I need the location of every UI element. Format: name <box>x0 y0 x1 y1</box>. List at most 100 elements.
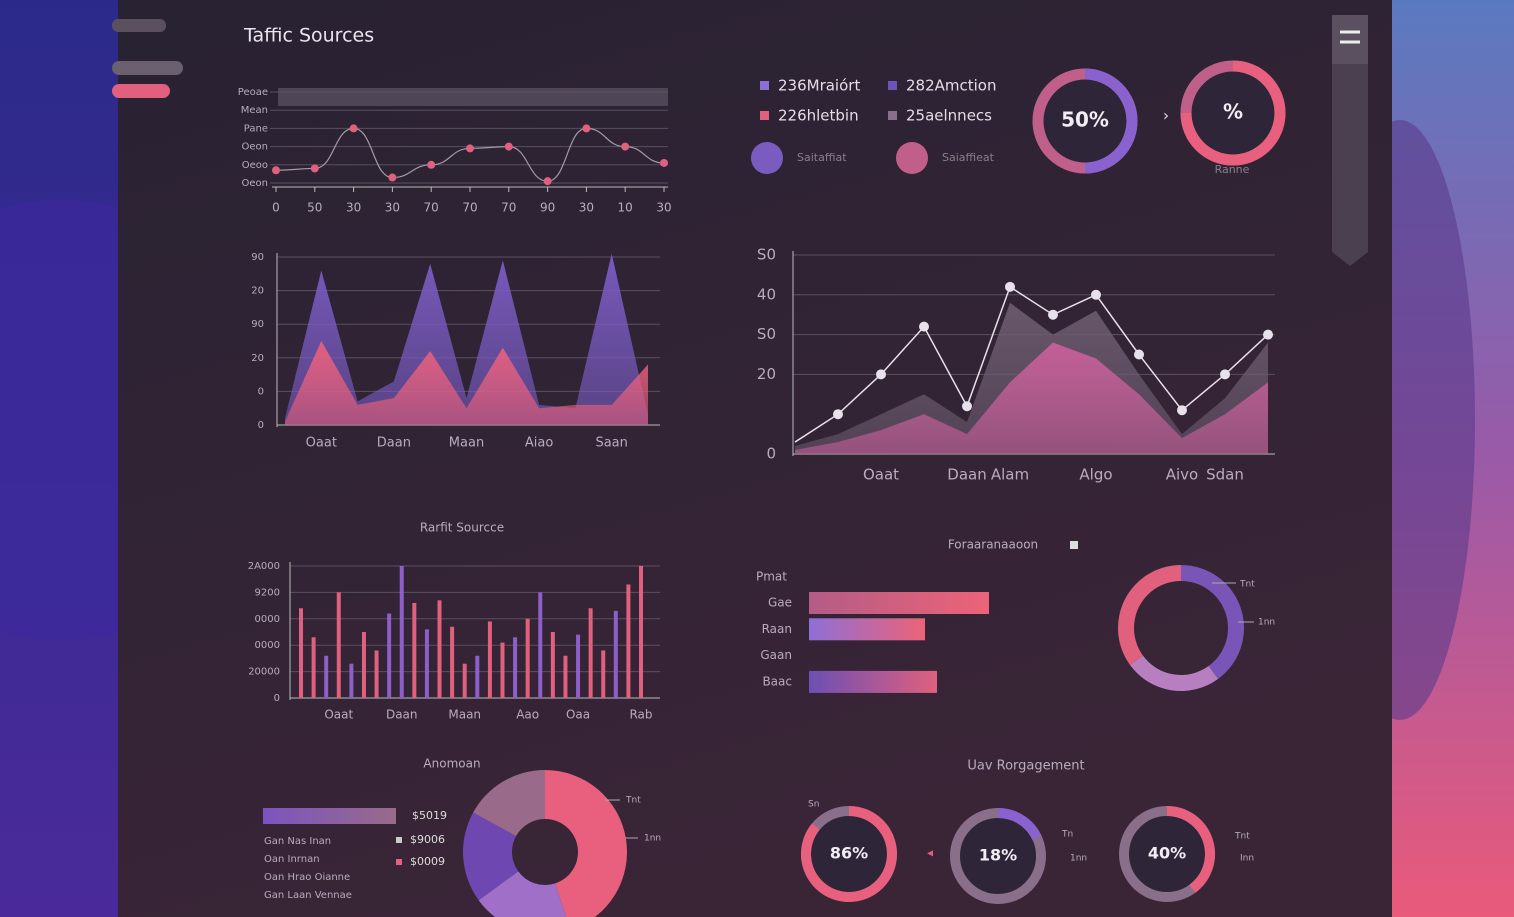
chart-title: Anomoan <box>423 757 480 771</box>
y-tick-label: Gaan <box>760 648 792 662</box>
y-tick-label: 0000 <box>255 640 280 651</box>
point <box>621 142 630 151</box>
bar <box>361 632 366 698</box>
y-tick-label: Oeoo <box>242 160 268 171</box>
x-tick-label: Oaat <box>306 436 337 451</box>
x-tick-label: 70 <box>462 201 477 215</box>
y-tick-label: 20 <box>251 286 264 297</box>
legend-swatch <box>1070 541 1078 549</box>
gauge-label: 86% <box>830 844 868 863</box>
x-tick-label: 30 <box>656 201 671 215</box>
gauge-arc <box>1166 806 1215 893</box>
sidebar-item[interactable] <box>112 19 166 32</box>
line <box>794 285 1269 443</box>
page-title: Taffic Sources <box>243 25 374 47</box>
legend-swatch <box>760 111 769 120</box>
filter-button[interactable] <box>896 142 928 174</box>
bar <box>399 566 404 698</box>
y-tick-label: 2A000 <box>248 561 280 572</box>
menu-icon <box>1340 30 1360 44</box>
legend-label: 236Mraiórt <box>778 77 860 95</box>
x-tick-label: Aao <box>516 708 539 722</box>
gauge-label: 18% <box>979 846 1017 865</box>
x-tick-label: 50 <box>307 201 322 215</box>
legend-amount: $9006 <box>410 833 445 846</box>
legend-bar <box>263 808 396 824</box>
slice <box>473 770 545 837</box>
point <box>349 124 358 133</box>
x-tick-label: Daan <box>377 436 411 451</box>
chart-title: Uav Rorgagement <box>967 759 1084 774</box>
menu-button[interactable] <box>1332 15 1368 64</box>
slice <box>545 770 627 917</box>
point <box>1134 349 1144 360</box>
legend-swatch <box>396 837 402 843</box>
filter-button[interactable] <box>751 142 783 174</box>
axis-header: Pmat <box>756 570 787 584</box>
sidebar-item[interactable] <box>112 84 170 98</box>
x-tick-label: Aivo <box>1166 466 1198 484</box>
bar <box>450 626 455 698</box>
legend-swatch <box>888 111 897 120</box>
x-tick-label: 70 <box>424 201 439 215</box>
slice <box>1130 655 1219 691</box>
bar <box>374 650 379 698</box>
bar <box>809 618 925 641</box>
y-tick-label: Oeon <box>242 142 268 153</box>
y-tick-label: 0 <box>274 693 280 704</box>
sidebar-item[interactable] <box>112 61 183 75</box>
scrollbar[interactable] <box>1332 64 1368 266</box>
legend-row: Gan Laan Vennae <box>264 890 352 901</box>
y-tick-label: Raan <box>762 622 792 636</box>
point <box>1005 281 1015 292</box>
x-tick-label: Algo <box>1079 466 1112 484</box>
point <box>388 173 397 182</box>
slice <box>462 812 519 901</box>
point <box>962 401 972 412</box>
legend-swatch <box>888 81 897 90</box>
point <box>1263 329 1273 340</box>
x-tick-label: Aiao <box>525 436 553 451</box>
y-tick-label: Baac <box>762 674 792 688</box>
filter-label: Saitaffiat <box>797 151 847 164</box>
bar <box>412 602 417 698</box>
legend-amount: $0009 <box>410 855 445 868</box>
bar <box>299 608 303 698</box>
area <box>795 342 1268 454</box>
bar <box>576 634 581 698</box>
annotation: Sn <box>808 800 819 810</box>
x-tick-label: Maan <box>448 708 481 722</box>
x-tick-label: 10 <box>618 201 633 215</box>
legend-swatch <box>396 859 402 865</box>
y-tick-label: S0 <box>757 246 776 264</box>
annotation: 1nn <box>1258 618 1275 628</box>
y-tick-label: Peoae <box>238 87 268 98</box>
chart-title: Rarfit Sourcce <box>420 521 504 535</box>
y-tick-label: 0 <box>766 445 776 463</box>
y-tick-label: 20 <box>251 353 264 364</box>
annotation: Inn <box>1240 854 1254 864</box>
chart-header-bar <box>278 88 668 106</box>
x-tick-label: Daan <box>386 708 418 722</box>
bar <box>601 650 606 698</box>
y-tick-label: S0 <box>757 325 776 343</box>
point <box>833 409 843 420</box>
legend-label: 282Amction <box>906 77 996 95</box>
area <box>285 341 648 425</box>
y-tick-label: 0 <box>258 386 264 397</box>
bar <box>475 655 480 698</box>
x-tick-label: 30 <box>346 201 361 215</box>
point <box>466 144 474 153</box>
y-tick-label: 20000 <box>248 667 280 678</box>
y-tick-label: Gae <box>768 596 792 610</box>
y-tick-label: 40 <box>757 285 776 303</box>
x-tick-label: 0 <box>272 201 280 215</box>
annotation: 1nn <box>1070 854 1087 864</box>
annotation: Tn <box>1061 830 1073 840</box>
bar <box>525 618 530 698</box>
gauge-label: 50% <box>1061 108 1109 132</box>
gauge-arc <box>801 806 897 902</box>
y-tick-label: 0 <box>258 420 264 431</box>
legend-swatch <box>760 81 769 90</box>
